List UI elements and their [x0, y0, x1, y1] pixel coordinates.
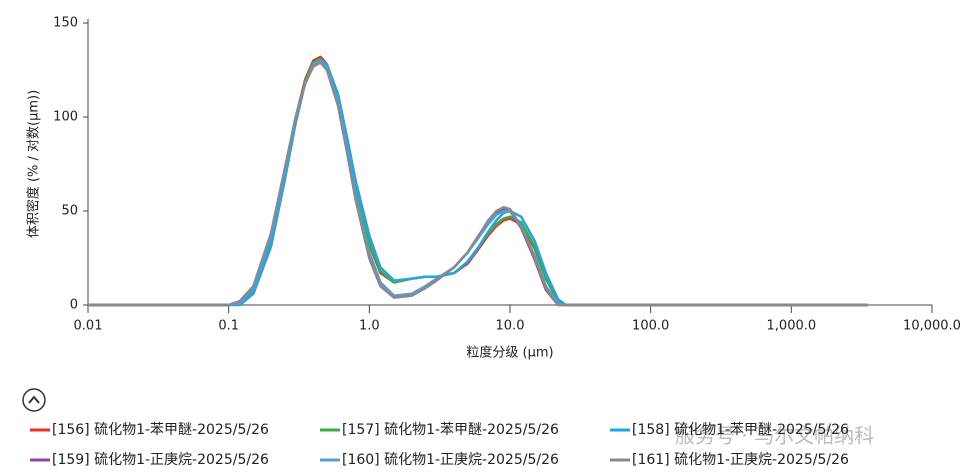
- x-tick-label: 100.0: [632, 319, 669, 334]
- legend-label: [161] 硫化物1-正庚烷-2025/5/26: [632, 452, 849, 468]
- series-line: [88, 61, 868, 307]
- x-tick-label: 0.1: [218, 319, 239, 334]
- series-line: [88, 59, 868, 307]
- legend-label: [156] 硫化物1-苯甲醚-2025/5/26: [52, 421, 269, 438]
- y-tick-label: 0: [70, 298, 78, 313]
- legend: [156] 硫化物1-苯甲醚-2025/5/26 [157] 硫化物1-苯甲醚-2…: [30, 421, 849, 468]
- collapse-arrow[interactable]: [28, 395, 40, 404]
- x-tick-label: 1,000.0: [767, 319, 817, 334]
- series-line: [88, 59, 868, 307]
- legend-label: [159] 硫化物1-正庚烷-2025/5/26: [52, 452, 269, 468]
- y-tick-label: 50: [61, 204, 78, 219]
- series-line: [88, 55, 868, 307]
- series-line: [88, 61, 868, 307]
- y-tick-label: 150: [53, 16, 78, 31]
- legend-label: [158] 硫化物1-苯甲醚-2025/5/26: [632, 421, 849, 438]
- x-axis-label: 粒度分级 (μm): [466, 345, 553, 361]
- legend-label: [157] 硫化物1-苯甲醚-2025/5/26: [342, 421, 559, 438]
- legend-label: [160] 硫化物1-正庚烷-2025/5/26: [342, 452, 559, 468]
- x-tick-label: 0.01: [74, 319, 103, 334]
- series-line: [88, 57, 868, 307]
- y-tick-label: 100: [53, 110, 78, 125]
- collapse-button[interactable]: [22, 388, 46, 412]
- watermark: 服务号 · 马尔文帕纳科: [675, 424, 874, 448]
- x-tick-label: 1.0: [359, 319, 380, 334]
- x-tick-label: 10.0: [496, 319, 525, 334]
- x-tick-label: 10,000.0: [903, 319, 961, 334]
- y-axis-label: 体积密度 (% / 对数(μm)): [26, 90, 42, 238]
- collapse-circle[interactable]: [22, 388, 46, 412]
